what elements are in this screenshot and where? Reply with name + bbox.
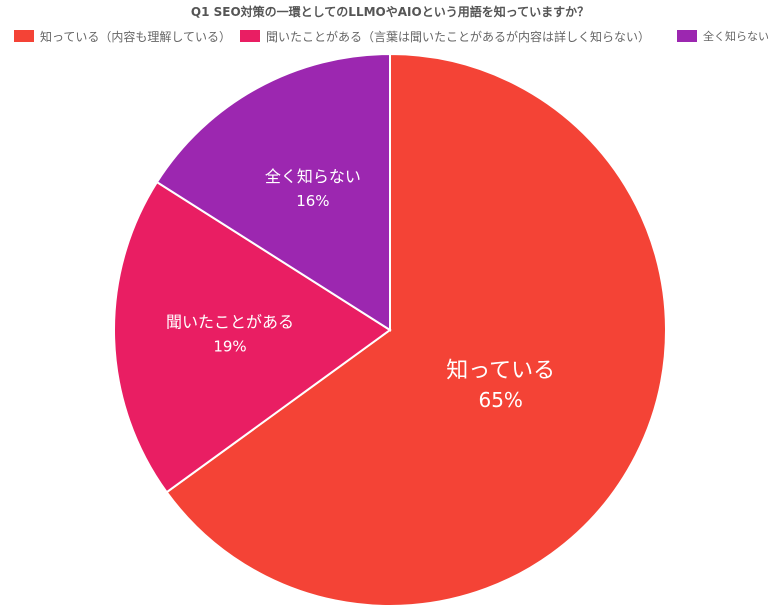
legend-item-known[interactable]: 知っている（内容も理解している） — [14, 26, 231, 46]
pie-slice-unknown[interactable] — [155, 52, 391, 332]
slice-label-heard: 聞いたことがある — [166, 313, 294, 332]
slice-value-unknown: 16% — [296, 192, 329, 210]
slice-value-heard: 19% — [213, 338, 246, 356]
legend-swatch-known — [14, 30, 34, 42]
pie-slice-known[interactable] — [165, 52, 667, 607]
legend-item-heard[interactable]: 聞いたことがある（言葉は聞いたことがあるが内容は詳しく知らない） — [240, 26, 650, 46]
slice-label-unknown: 全く知らない — [265, 167, 361, 186]
chart-title: Q1 SEO対策の一環としてのLLMOやAIOという用語を知っていますか？ — [190, 5, 590, 19]
legend-swatch-heard — [240, 30, 260, 42]
pie-slice-heard[interactable] — [113, 180, 392, 494]
chart-legend: 知っている（内容も理解している） 聞いたことがある（言葉は聞いたことがあるが内容… — [0, 26, 780, 46]
slice-label-known: 知っている — [446, 358, 555, 383]
legend-swatch-unknown — [677, 30, 697, 42]
legend-label-unknown: 全く知らない — [703, 30, 769, 43]
legend-label-heard: 聞いたことがある（言葉は聞いたことがあるが内容は詳しく知らない） — [266, 29, 651, 44]
legend-item-unknown[interactable]: 全く知らない — [677, 26, 769, 46]
slice-value-known: 65% — [478, 388, 522, 412]
legend-label-known: 知っている（内容も理解している） — [40, 29, 232, 44]
